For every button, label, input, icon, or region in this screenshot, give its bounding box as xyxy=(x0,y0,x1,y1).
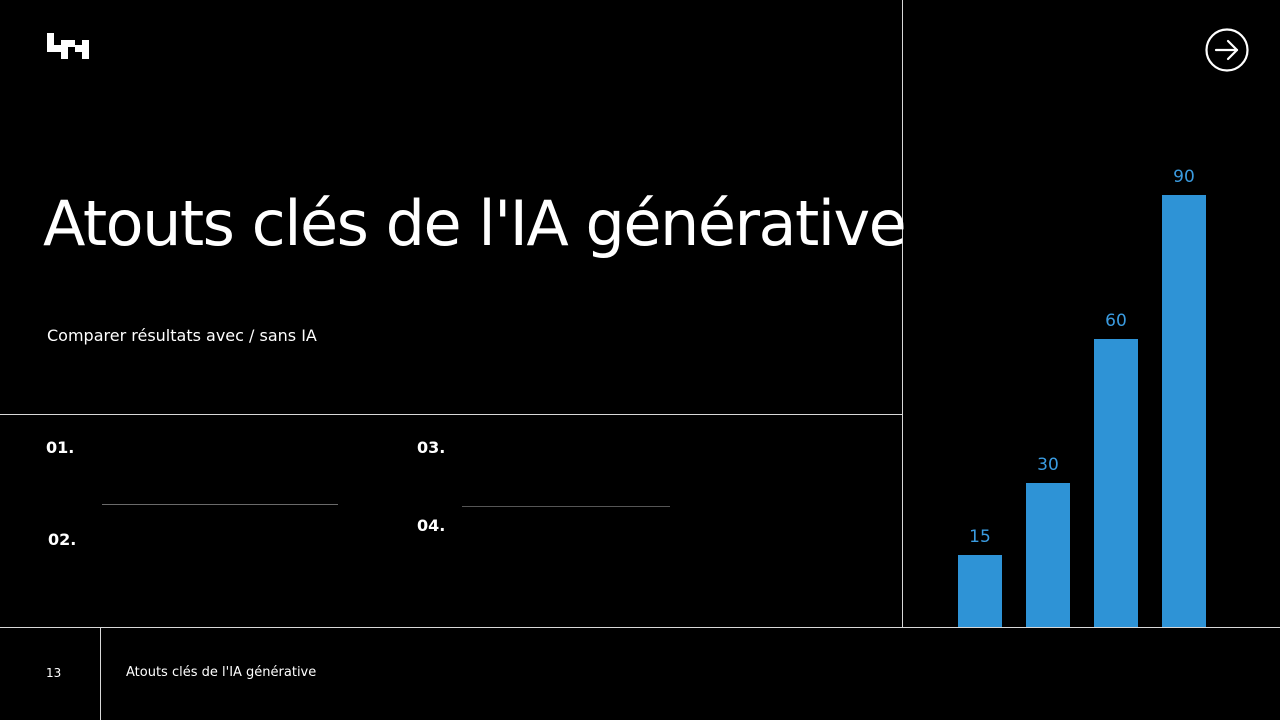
page-number: 13 xyxy=(46,666,62,680)
item-number-03: 03. xyxy=(417,438,446,457)
chart-bar xyxy=(1162,195,1206,627)
chart-data-label: 15 xyxy=(969,527,991,547)
page-subtitle: Comparer résultats avec / sans IA xyxy=(47,326,317,345)
bar-chart: 15 30 60 90 xyxy=(903,150,1280,627)
item-number-01: 01. xyxy=(46,438,75,457)
arrow-right-circle-icon xyxy=(1205,28,1249,72)
chart-bar xyxy=(958,555,1002,627)
next-slide-button[interactable] xyxy=(1205,28,1249,72)
footer-divider xyxy=(0,627,1280,628)
item-number-02: 02. xyxy=(48,530,77,549)
chart-data-label: 90 xyxy=(1173,167,1195,187)
chart-data-label: 60 xyxy=(1105,311,1127,331)
divider-horizontal xyxy=(0,414,903,415)
item-number-04: 04. xyxy=(417,516,446,535)
chart-data-label: 30 xyxy=(1037,455,1059,475)
chart-bar xyxy=(1026,483,1070,627)
divider-vertical xyxy=(902,0,903,627)
chart-bar xyxy=(1094,339,1138,627)
bar-chart-svg: 15 30 60 90 xyxy=(958,167,1206,627)
footer-title: Atouts clés de l'IA générative xyxy=(126,665,317,680)
brand-logo-icon xyxy=(47,33,89,59)
item-text-placeholder xyxy=(462,506,670,507)
footer-separator xyxy=(100,627,101,720)
item-text-placeholder xyxy=(102,504,338,505)
page-title: Atouts clés de l'IA générative xyxy=(43,187,907,260)
